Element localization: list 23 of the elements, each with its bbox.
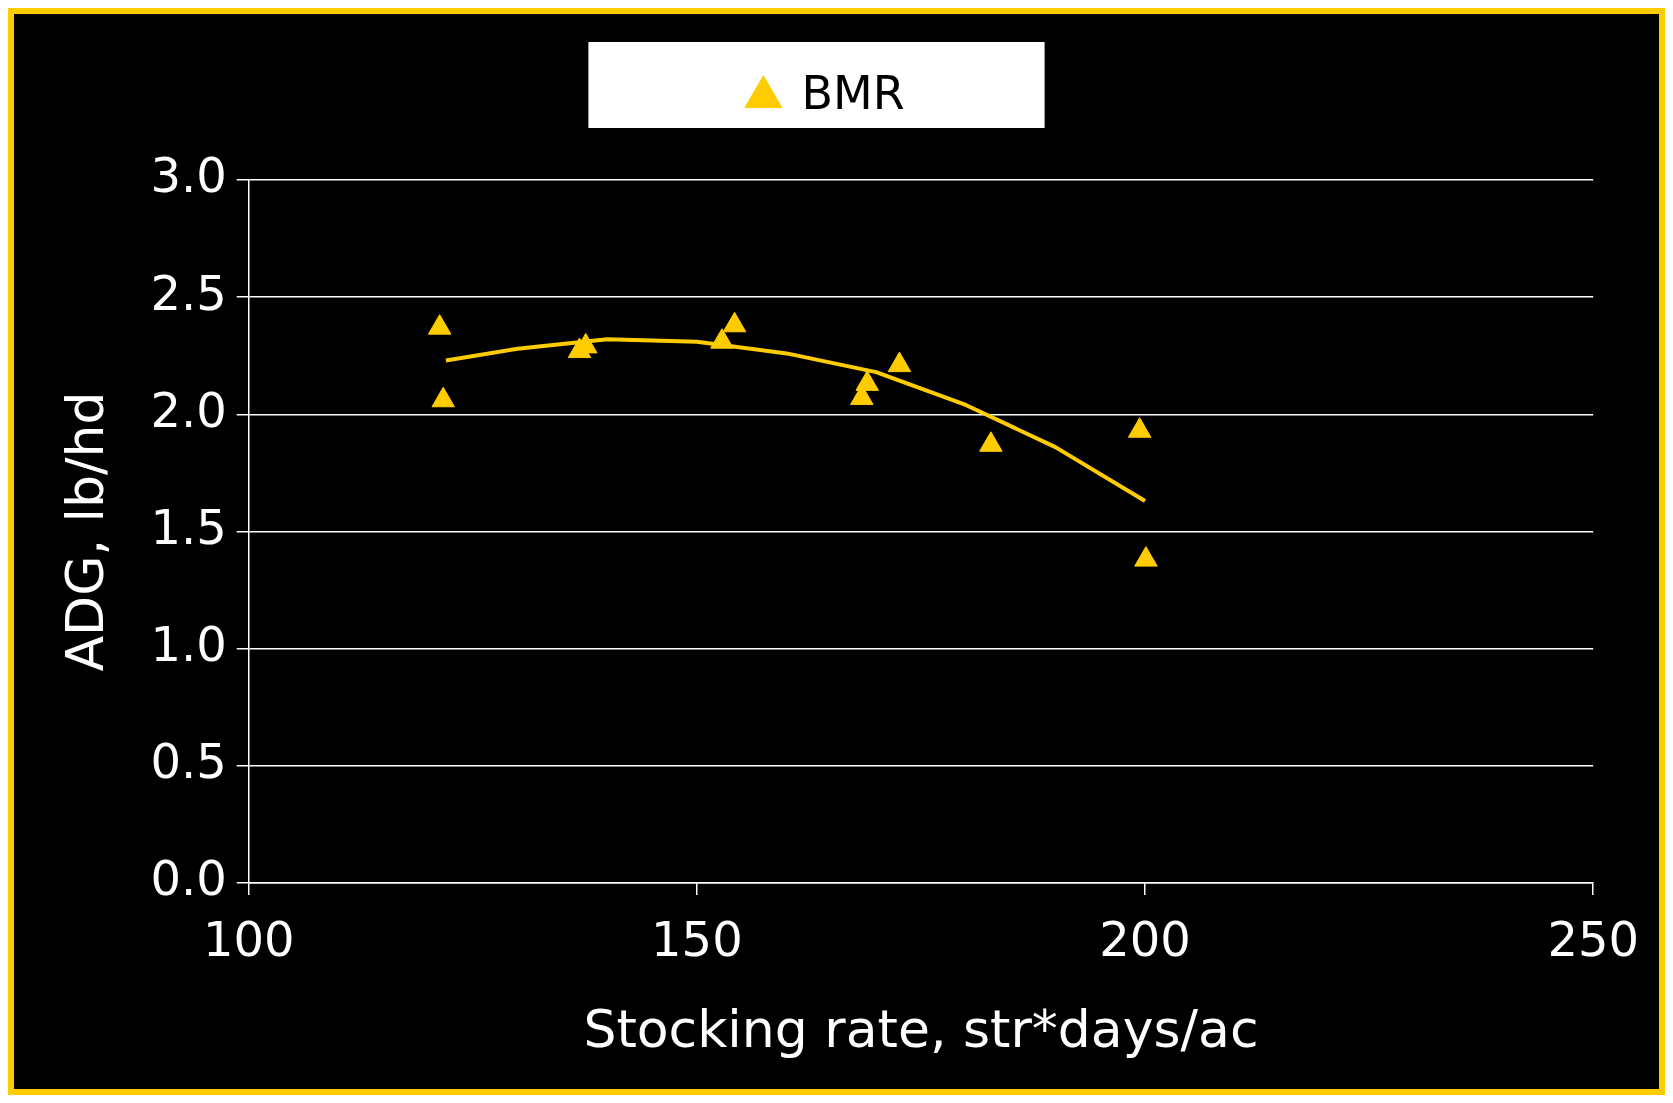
point (855, 370, 879, 391)
point (722, 311, 747, 333)
point (887, 351, 912, 373)
point (1127, 417, 1152, 438)
point (1134, 546, 1158, 567)
point (979, 431, 1003, 452)
y-axis-title: ADG, lb/hd (54, 391, 115, 672)
x-tick-label: 200 (1099, 911, 1191, 968)
x-tick-label: 100 (202, 911, 295, 968)
x-tick-label: 250 (1547, 911, 1639, 968)
y-tick-label: 0.5 (150, 733, 227, 790)
y-tick-label: 0.0 (150, 850, 227, 907)
y-tick-label: 1.0 (150, 616, 227, 673)
x-tick-label: 150 (651, 911, 743, 968)
x-axis-title: Stocking rate, str*days/ac (583, 999, 1259, 1060)
point (710, 328, 734, 349)
y-tick-label: 2.0 (150, 381, 227, 438)
legend-label: BMR (801, 65, 905, 120)
y-tick-label: 2.5 (150, 264, 227, 321)
y-tick-label: 3.0 (150, 147, 227, 204)
y-tick-label: 1.5 (150, 498, 227, 555)
point (427, 314, 452, 335)
point (431, 386, 455, 408)
